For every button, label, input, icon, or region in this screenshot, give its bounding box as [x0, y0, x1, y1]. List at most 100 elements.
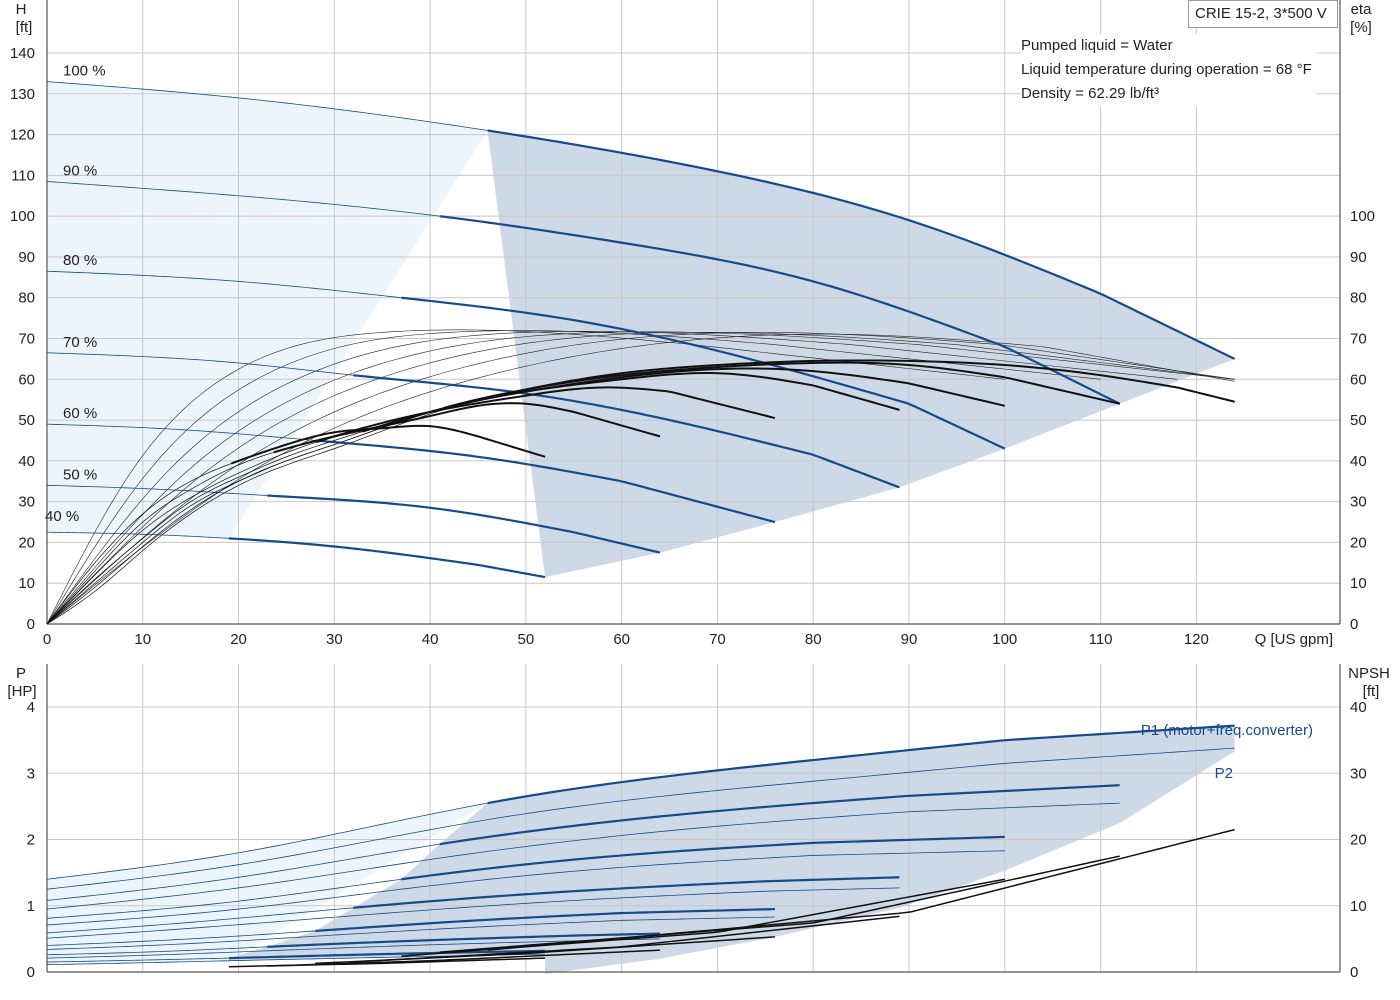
- speed-label: 90 %: [63, 162, 97, 179]
- y-tick-label-left: 110: [11, 167, 35, 184]
- eta-curve: [230, 424, 546, 465]
- x-tick-label: 60: [613, 631, 630, 648]
- y-tick-label-left: 20: [18, 534, 35, 551]
- p1-curve-thin: [46, 802, 488, 880]
- y-axis-unit-right: [%]: [1350, 19, 1372, 36]
- head-curve-thin: [46, 181, 440, 217]
- y-axis-unit-left: [ft]: [16, 19, 33, 36]
- speed-label: 70 %: [63, 334, 97, 351]
- speed-label: 60 %: [63, 405, 97, 422]
- x-tick-label: 70: [709, 631, 726, 648]
- y-axis-label-left: H: [16, 1, 27, 18]
- note-density: Density = 62.29 lb/ft³: [1021, 85, 1159, 102]
- head-curve: [487, 129, 1236, 360]
- x-tick-label: 90: [901, 631, 918, 648]
- y-tick-label-left: 80: [18, 290, 35, 307]
- p1-curve: [267, 932, 661, 948]
- p2-series-label: P2: [1215, 765, 1233, 782]
- p1-series-label: P1 (motor+freq.converter): [1141, 722, 1313, 739]
- power-region-operating: [228, 725, 1235, 974]
- y-tick-label-left: 10: [18, 575, 35, 592]
- eta-curve: [316, 386, 776, 444]
- head-curve-thin: [46, 270, 402, 299]
- p2-curve: [46, 916, 775, 950]
- x-tick-label: 0: [43, 631, 51, 648]
- x-tick-label: 100: [992, 631, 1017, 648]
- note-pumped-liquid: Pumped liquid = Water: [1021, 37, 1173, 54]
- p1-curve: [353, 876, 900, 909]
- y-tick-label-right: 0: [1350, 616, 1358, 633]
- p-axis-label: P: [16, 665, 26, 682]
- y-tick-label-left: 90: [18, 249, 35, 266]
- speed-label: 100 %: [63, 63, 106, 80]
- npsh-tick-label: 20: [1350, 832, 1367, 849]
- y-tick-label-left: 60: [18, 371, 35, 388]
- x-axis-label: Q [US gpm]: [1255, 631, 1333, 648]
- y-tick-label-left: 0: [27, 616, 35, 633]
- y-tick-label-left: 70: [18, 331, 35, 348]
- p1-curve: [315, 907, 775, 933]
- note-liquid-temperature: Liquid temperature during operation = 68…: [1021, 61, 1312, 78]
- y-tick-label-left: 140: [10, 45, 35, 62]
- head-curve-thin: [46, 423, 316, 441]
- p1-curve: [228, 949, 546, 960]
- y-tick-label-left: 40: [18, 453, 35, 470]
- p-axis-unit: [HP]: [7, 683, 36, 700]
- y-tick-label-right: 70: [1350, 331, 1367, 348]
- x-tick-label: 120: [1184, 631, 1209, 648]
- x-tick-label: 110: [1089, 631, 1113, 648]
- p-tick-label: 4: [27, 699, 35, 716]
- x-tick-label: 50: [518, 631, 535, 648]
- y-tick-label-right: 20: [1350, 534, 1367, 551]
- x-tick-label: 20: [230, 631, 247, 648]
- p-tick-label: 0: [27, 964, 35, 981]
- eta-iso-curve: [46, 329, 1005, 625]
- npsh-axis-unit: [ft]: [1363, 683, 1380, 700]
- y-tick-label-left: 50: [18, 412, 35, 429]
- head-curve: [267, 494, 661, 554]
- npsh-axis-label: NPSH: [1348, 665, 1390, 682]
- y-tick-label-left: 100: [10, 208, 35, 225]
- p2-curve: [46, 887, 900, 939]
- y-tick-label-left: 130: [10, 86, 35, 103]
- head-curve-thin: [46, 81, 488, 131]
- eta-iso-curve: [46, 331, 1235, 625]
- eta-iso-curve: [46, 332, 1235, 625]
- speed-label: 80 %: [63, 252, 97, 269]
- y-tick-label-right: 90: [1350, 249, 1367, 266]
- y-tick-label-right: 60: [1350, 371, 1367, 388]
- eta-iso-curve: [46, 330, 1178, 625]
- speed-label: 40 %: [45, 508, 79, 525]
- p2-curve: [46, 850, 1005, 926]
- p1-curve: [439, 784, 1120, 846]
- head-curve: [439, 215, 1121, 405]
- x-tick-label: 30: [326, 631, 343, 648]
- p1-curve-thin: [46, 957, 229, 963]
- liquid-notes: Pumped liquid = Water Liquid temperature…: [1021, 34, 1316, 106]
- x-tick-label: 80: [805, 631, 822, 648]
- y-axis-label-right: eta: [1351, 1, 1373, 18]
- y-tick-label-right: 40: [1350, 453, 1367, 470]
- p1-curve: [487, 724, 1235, 805]
- npsh-curve: [487, 828, 1235, 951]
- pump-model-box: CRIE 15-2, 3*500 V: [1188, 0, 1338, 28]
- x-tick-label: 10: [134, 631, 151, 648]
- npsh-curve: [439, 855, 1120, 953]
- y-tick-label-left: 120: [10, 127, 35, 144]
- head-efficiency-plot: 100 % 90 % 80 % 70 % 60 % 50 % 40 % 0 10 20 30 40 50…: [10, 0, 1375, 648]
- p2-curve: [46, 747, 1235, 890]
- p1-curve-thin: [46, 930, 316, 946]
- eta-curve: [486, 359, 1235, 403]
- npsh-tick-label: 30: [1350, 765, 1367, 782]
- y-tick-label-right: 10: [1350, 575, 1367, 592]
- eta-iso-curve: [46, 333, 1235, 625]
- y-tick-label-right: 100: [1350, 208, 1375, 225]
- npsh-curve: [353, 915, 900, 963]
- eta-curve: [401, 367, 1006, 422]
- npsh-tick-label: 10: [1350, 898, 1367, 915]
- npsh-tick-label: 40: [1350, 699, 1367, 716]
- y-tick-label-left: 30: [18, 494, 35, 511]
- head-curve-thin: [46, 484, 268, 496]
- head-curve: [353, 374, 900, 489]
